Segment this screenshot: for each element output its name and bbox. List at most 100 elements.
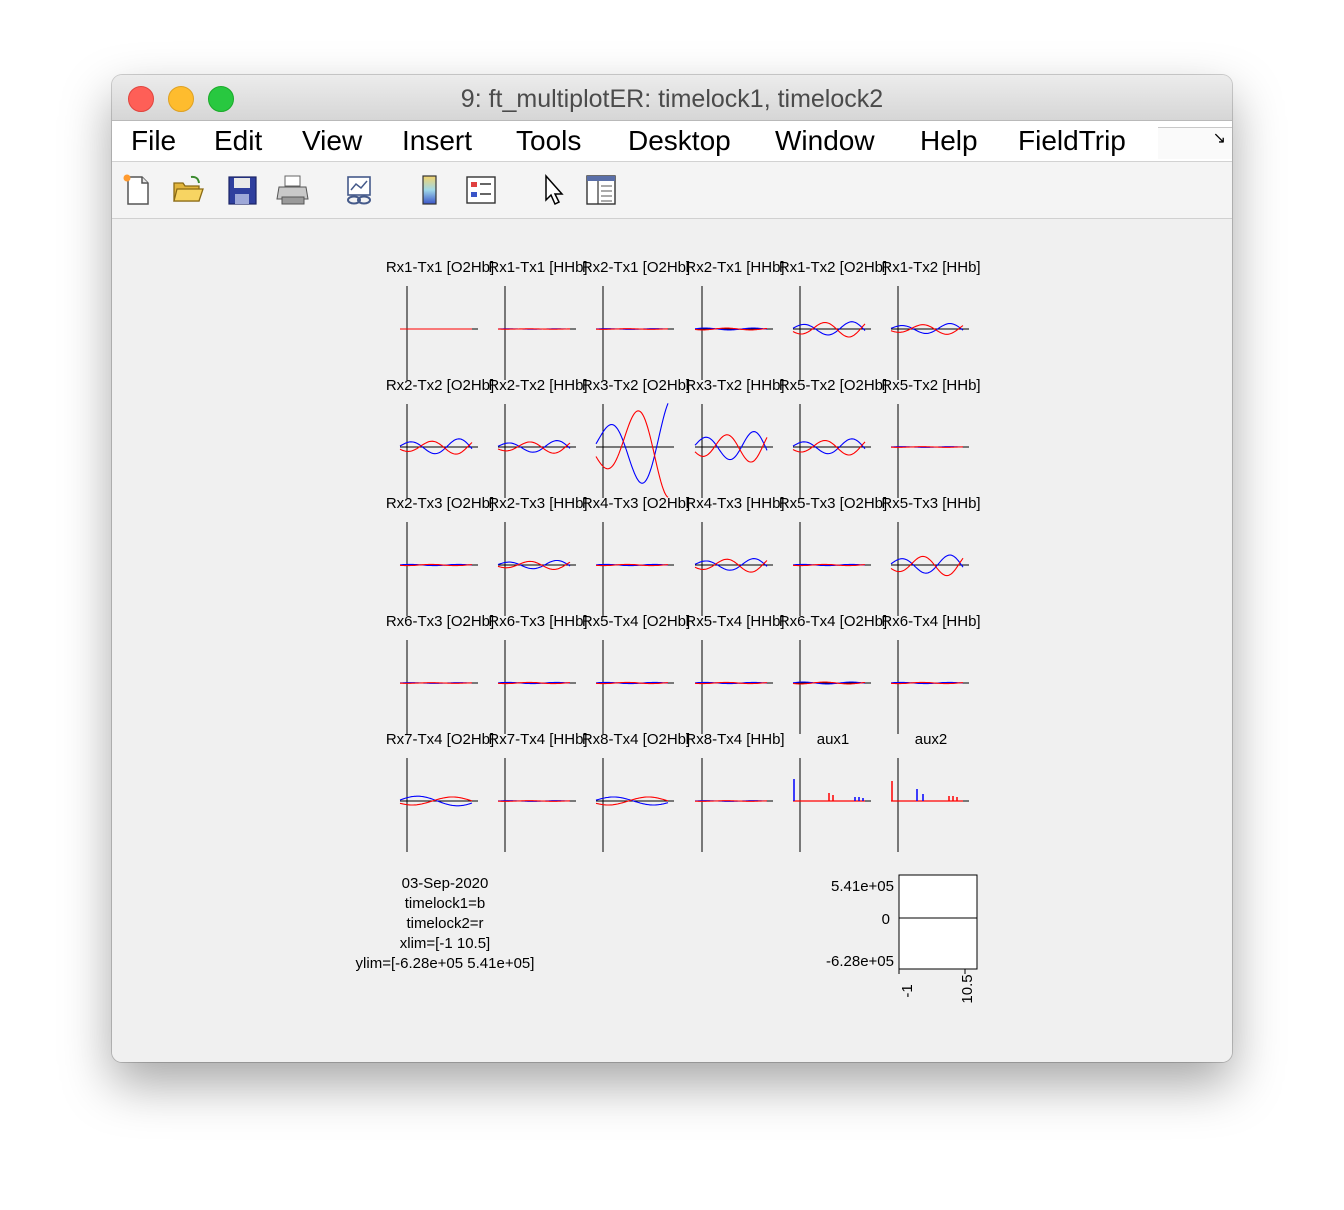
channel-panel[interactable]: Rx7-Tx4 [O2Hb] — [386, 731, 494, 852]
series-line-timelock1 — [595, 796, 669, 806]
menu-file[interactable]: File — [131, 125, 177, 156]
channel-panel[interactable]: Rx5-Tx2 [HHb] — [881, 377, 981, 498]
channel-panel[interactable]: Rx1-Tx2 [HHb] — [881, 259, 981, 380]
series-line-timelock1 — [497, 681, 571, 685]
channel-panel[interactable]: Rx2-Tx1 [HHb] — [685, 259, 785, 380]
series-line-timelock1 — [792, 438, 866, 455]
channel-panel[interactable]: Rx1-Tx1 [O2Hb] — [386, 259, 494, 380]
info-date: 03-Sep-2020 — [402, 875, 489, 892]
channel-panel[interactable]: Rx5-Tx4 [HHb] — [685, 613, 785, 734]
series-line-timelock1 — [595, 681, 669, 685]
series-line-timelock1 — [694, 431, 768, 461]
series-line-timelock2 — [890, 324, 964, 335]
series-line-timelock2 — [497, 681, 570, 685]
channel-panel[interactable]: Rx6-Tx3 [O2Hb] — [386, 613, 494, 734]
menu-edit[interactable]: Edit — [214, 125, 263, 156]
menu-bar: File Edit View Insert Tools Desktop Wind… — [112, 121, 1232, 162]
menu-fieldtrip[interactable]: FieldTrip — [1018, 125, 1126, 156]
scale-axis: 5.41e+05 0 -6.28e+05 -1 10.5 — [826, 874, 978, 1004]
colorbar-icon[interactable] — [413, 173, 447, 207]
channel-panel[interactable]: Rx3-Tx2 [HHb] — [685, 377, 785, 498]
maximize-window-button[interactable] — [208, 86, 234, 112]
channel-label: Rx8-Tx4 [HHb] — [685, 731, 784, 748]
channel-panel[interactable]: Rx2-Tx2 [HHb] — [488, 377, 588, 498]
channel-panel[interactable]: Rx7-Tx4 [HHb] — [488, 731, 588, 852]
channel-panel[interactable]: Rx5-Tx2 [O2Hb] — [779, 377, 887, 498]
menu-tools[interactable]: Tools — [516, 125, 582, 156]
save-icon[interactable] — [225, 173, 259, 207]
print-icon[interactable] — [276, 173, 310, 207]
channel-panel[interactable]: Rx6-Tx4 [O2Hb] — [779, 613, 887, 734]
series-line-timelock1 — [890, 323, 964, 334]
series-line-timelock2 — [399, 440, 473, 455]
channel-panel[interactable]: Rx5-Tx3 [HHb] — [881, 495, 981, 616]
channel-label: Rx4-Tx3 [HHb] — [685, 495, 784, 512]
pointer-icon[interactable] — [537, 173, 571, 207]
channel-panel[interactable]: Rx4-Tx3 [O2Hb] — [582, 495, 690, 616]
channel-label: Rx3-Tx2 [HHb] — [685, 377, 784, 394]
channel-panel[interactable]: Rx5-Tx4 [O2Hb] — [582, 613, 690, 734]
legend-icon[interactable] — [464, 173, 498, 207]
menu-overflow-icon[interactable]: ↘ — [1158, 127, 1232, 159]
series-line-timelock2 — [792, 321, 866, 338]
series-line-timelock1 — [595, 563, 669, 567]
channel-label: Rx6-Tx4 [O2Hb] — [779, 613, 887, 630]
new-figure-icon[interactable] — [120, 173, 154, 207]
property-editor-icon[interactable] — [584, 173, 618, 207]
channel-panel[interactable]: Rx8-Tx4 [HHb] — [685, 731, 785, 852]
series-line-timelock1 — [595, 403, 669, 484]
channel-label: aux1 — [817, 731, 850, 748]
series-line-timelock2 — [595, 796, 669, 806]
channel-panel[interactable]: Rx1-Tx2 [O2Hb] — [779, 259, 887, 380]
close-window-button[interactable] — [128, 86, 154, 112]
minimize-window-button[interactable] — [168, 86, 194, 112]
channel-panel[interactable]: Rx8-Tx4 [O2Hb] — [582, 731, 690, 852]
channel-panel[interactable]: aux1 — [793, 731, 871, 852]
link-plot-icon[interactable] — [342, 173, 376, 207]
scale-y-zero: 0 — [882, 911, 890, 928]
channel-panel[interactable]: Rx6-Tx4 [HHb] — [881, 613, 981, 734]
series-line-timelock2 — [498, 800, 571, 802]
open-file-icon[interactable] — [171, 173, 205, 207]
channel-label: Rx5-Tx2 [O2Hb] — [779, 377, 887, 394]
series-line-timelock2 — [891, 446, 964, 448]
series-line-timelock2 — [694, 327, 768, 331]
channel-panel[interactable]: Rx6-Tx3 [HHb] — [488, 613, 588, 734]
channel-label: Rx2-Tx2 [HHb] — [488, 377, 587, 394]
series-line-timelock1 — [792, 563, 866, 567]
menu-view[interactable]: View — [302, 125, 363, 156]
scale-y-bottom: -6.28e+05 — [826, 953, 894, 970]
scale-x-left: -1 — [899, 984, 916, 997]
menu-window[interactable]: Window — [775, 125, 875, 156]
series-line-timelock2 — [497, 441, 571, 454]
channel-label: Rx8-Tx4 [O2Hb] — [582, 731, 690, 748]
title-bar: 9: ft_multiplotER: timelock1, timelock2 — [112, 75, 1232, 121]
channel-label: Rx1-Tx1 [HHb] — [488, 259, 587, 276]
channel-label: Rx2-Tx1 [O2Hb] — [582, 259, 690, 276]
channel-label: Rx1-Tx2 [O2Hb] — [779, 259, 887, 276]
channel-panel[interactable]: Rx2-Tx3 [HHb] — [488, 495, 588, 616]
channel-label: Rx2-Tx2 [O2Hb] — [386, 377, 494, 394]
series-line-timelock1 — [399, 795, 473, 807]
menu-help[interactable]: Help — [920, 125, 978, 156]
info-text: 03-Sep-2020 timelock1=b timelock2=r xlim… — [356, 875, 535, 972]
channel-panel[interactable]: Rx2-Tx3 [O2Hb] — [386, 495, 494, 616]
channel-panel[interactable]: Rx4-Tx3 [HHb] — [685, 495, 785, 616]
toolbar — [112, 162, 1232, 219]
series-line-timelock2 — [595, 410, 669, 498]
series-line-timelock2 — [890, 555, 964, 577]
menu-insert[interactable]: Insert — [402, 125, 473, 156]
channel-panel[interactable]: Rx3-Tx2 [O2Hb] — [582, 377, 690, 498]
series-line-timelock1 — [399, 563, 473, 567]
channel-panel[interactable]: aux2 — [891, 731, 969, 852]
channel-panel[interactable]: Rx2-Tx2 [O2Hb] — [386, 377, 494, 498]
info-timelock2: timelock2=r — [406, 915, 483, 932]
channel-panel[interactable]: Rx2-Tx1 [O2Hb] — [582, 259, 690, 380]
info-timelock1: timelock1=b — [405, 895, 485, 912]
channel-panel[interactable]: Rx5-Tx3 [O2Hb] — [779, 495, 887, 616]
channel-label: Rx6-Tx3 [HHb] — [488, 613, 587, 630]
channel-panel[interactable]: Rx1-Tx1 [HHb] — [488, 259, 588, 380]
info-xlim: xlim=[-1 10.5] — [400, 935, 490, 952]
series-line-timelock2 — [694, 681, 767, 685]
menu-desktop[interactable]: Desktop — [628, 125, 731, 156]
